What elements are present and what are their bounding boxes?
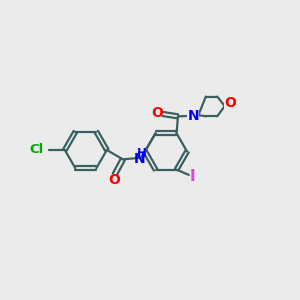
Text: Cl: Cl [29,143,44,157]
Text: O: O [151,106,163,120]
Text: O: O [225,95,236,110]
Text: N: N [134,152,146,166]
Text: N: N [188,110,199,123]
Text: I: I [190,169,196,184]
Text: O: O [108,173,120,187]
Text: H: H [137,147,147,160]
